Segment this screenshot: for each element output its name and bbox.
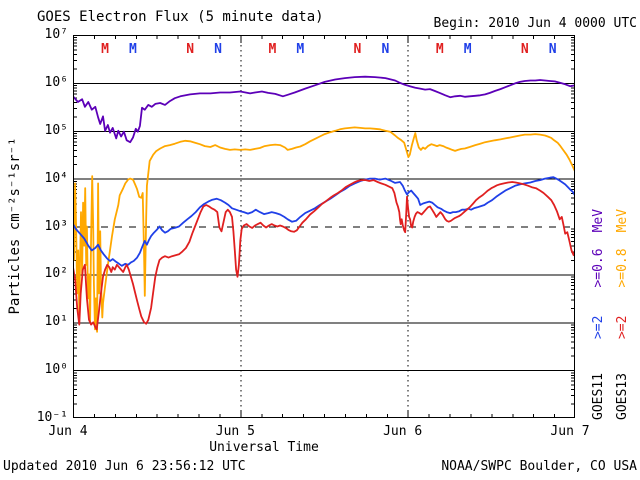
source-attribution: NOAA/SWPC Boulder, CO USA: [441, 459, 637, 474]
x-axis-label: Universal Time: [209, 440, 319, 455]
satellite-marker-m: M: [436, 42, 444, 57]
y-tick-label: 10⁴: [44, 170, 68, 186]
series-goes11-2-mev: [73, 176, 575, 267]
x-tick-label: Jun 6: [383, 424, 423, 439]
series-goes13-2-mev: [73, 179, 575, 331]
y-tick-label: 10⁷: [44, 27, 68, 42]
y-axis-label: Particles cm⁻²s⁻¹sr⁻¹: [7, 137, 23, 315]
legend-goes11-energy: >=0.6: [591, 248, 606, 288]
legend-goes11-unit: MeV: [591, 208, 606, 233]
y-tick-label: 10⁶: [44, 74, 68, 90]
satellite-marker-n: N: [214, 42, 222, 57]
legend-goes13-unit: MeV: [615, 208, 630, 233]
legend-goes13-threshold: >=2: [615, 315, 630, 340]
legend-goes11: GOES11 >=2 >=0.6 MeV: [590, 144, 607, 420]
satellite-marker-n: N: [549, 42, 557, 57]
series-goes13-0-8-mev: [73, 126, 575, 333]
legend-goes11-satellite: GOES11: [591, 373, 606, 420]
satellite-marker-m: M: [101, 42, 109, 57]
legend-goes13-satellite: GOES13: [615, 373, 630, 420]
y-tick-label: 10⁻¹: [36, 410, 68, 425]
satellite-marker-n: N: [381, 42, 389, 57]
updated-timestamp: Updated 2010 Jun 6 23:56:12 UTC: [3, 459, 246, 474]
x-tick-label: Jun 4: [48, 424, 88, 439]
y-tick-label: 10⁰: [44, 362, 68, 378]
legend-goes13-energy: >=0.8: [615, 248, 630, 288]
y-tick-label: 10³: [44, 218, 68, 234]
satellite-marker-m: M: [129, 42, 137, 57]
y-tick-label: 10²: [44, 266, 68, 282]
begin-timestamp: Begin: 2010 Jun 4 0000 UTC: [433, 16, 638, 31]
legend-goes13: GOES13 >=2 >=0.8 MeV: [614, 144, 631, 420]
satellite-marker-n: N: [186, 42, 194, 57]
x-tick-label: Jun 7: [550, 424, 590, 439]
series-goes11-0-6-mev: [73, 75, 575, 144]
page-title: GOES Electron Flux (5 minute data): [37, 9, 324, 25]
satellite-marker-n: N: [521, 42, 529, 57]
satellite-marker-n: N: [354, 42, 362, 57]
x-tick-label: Jun 5: [215, 424, 255, 439]
y-tick-label: 10¹: [44, 314, 68, 330]
satellite-marker-m: M: [296, 42, 304, 57]
y-tick-label: 10⁵: [44, 122, 68, 138]
legend-goes11-threshold: >=2: [591, 315, 606, 340]
satellite-marker-m: M: [464, 42, 472, 57]
satellite-marker-m: M: [268, 42, 276, 57]
